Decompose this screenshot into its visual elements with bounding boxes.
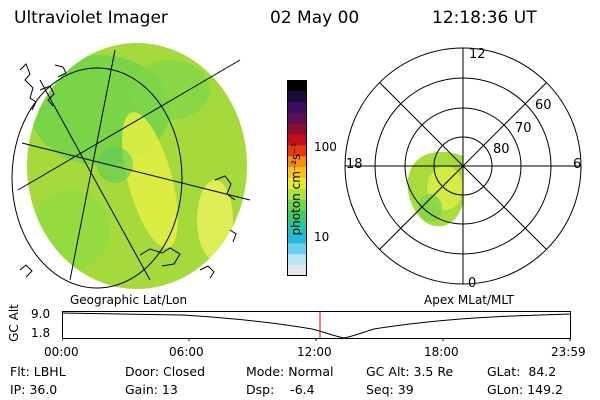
colorbar-band [287,80,307,92]
instrument-title: Ultraviolet Imager [14,8,168,28]
polar-plot: 12 18 6 0 60 70 80 [344,47,582,291]
colorbar-band [287,178,307,190]
apex-label: Apex MLat/MLT [424,293,514,307]
colorbar-band [287,101,307,114]
time-label: 12:18:36 UT [432,8,537,28]
x-tick-2359: 23:59 [551,345,586,359]
x-tick-0600: 06:00 [169,345,204,359]
mlt-label-0: 0 [468,276,476,291]
x-tick-1200: 12:00 [297,345,332,359]
gain-info: Gain: 13 [125,382,178,397]
glon-info: GLon: 149.2 [487,382,563,397]
lat-lon-grid [11,49,251,289]
colorbar-band [287,221,307,234]
mode-info: Mode: Normal [246,364,334,379]
x-tick-0000: 00:00 [44,345,79,359]
door-info: Door: Closed [125,364,206,379]
colorbar-band [287,156,307,168]
colorbar-tick-10: 10 [314,230,330,244]
filter-info: Flt: LBHL [10,364,66,379]
lat-label-80: 80 [493,142,510,157]
colorbar-band [287,145,307,157]
colorbar-band [287,243,307,255]
colorbar-band [287,232,307,244]
y-tick-9: 9.0 [31,307,51,321]
lat-label-60: 60 [535,98,552,113]
altitude-plot-frame [62,311,571,339]
aurora-emission [30,55,233,270]
seq-info: Seq: 39 [366,382,414,397]
polar-aurora [407,151,463,227]
colorbar-band [287,123,307,136]
gc-alt-axis-label: GC Alt [7,304,21,342]
lat-label-70: 70 [515,121,532,136]
colorbar-band [287,199,307,212]
gc-alt-info: GC Alt: 3.5 Re [366,364,454,379]
colorbar [287,80,307,277]
colorbar-tick-100: 100 [314,140,337,154]
coastlines [19,63,237,279]
colorbar-gradient [287,80,307,277]
dsp-info: Dsp: -6.4 [246,382,315,397]
geographic-image [11,43,251,289]
x-ticks [62,338,571,341]
colorbar-band [287,134,307,146]
ip-info: IP: 36.0 [10,382,58,397]
polar-grid [344,47,582,285]
date-label: 02 May 00 [270,8,360,28]
y-tick-1-8: 1.8 [31,326,51,340]
geographic-label: Geographic Lat/Lon [70,293,188,307]
altitude-plot [62,311,571,341]
colorbar-unit-label: photon cm⁻²s⁻¹ [289,142,303,236]
colorbar-band [287,210,307,223]
mlt-label-18: 18 [346,157,363,172]
colorbar-band [287,112,307,125]
mlt-label-6: 6 [573,157,581,172]
colorbar-band [287,188,307,201]
mlt-label-12: 12 [469,47,486,62]
colorbar-band [287,167,307,179]
x-tick-1800: 18:00 [424,345,459,359]
glat-info: GLat: 84.2 [487,364,557,379]
colorbar-frame [287,80,307,276]
altitude-curve [62,312,571,339]
colorbar-band [287,90,307,103]
colorbar-band [287,254,307,266]
colorbar-band [287,265,307,277]
